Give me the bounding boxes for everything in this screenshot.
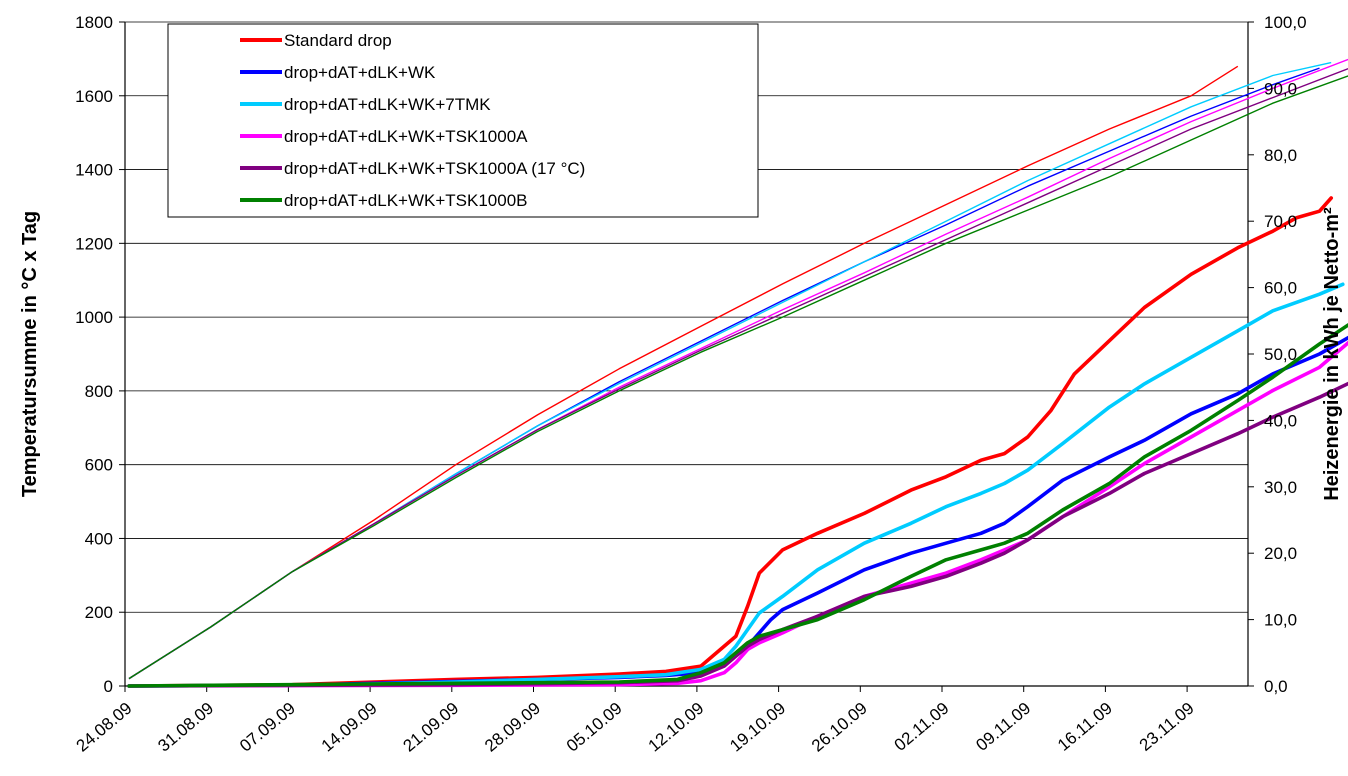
legend-label: drop+dAT+dLK+WK+TSK1000A bbox=[284, 127, 528, 146]
axes bbox=[119, 21, 1254, 692]
heating-energy-line bbox=[127, 381, 1348, 688]
y-axis-right-title: Heizenergie in kWh je Netto-m² bbox=[1321, 207, 1343, 501]
temperature-sum-line bbox=[128, 65, 1239, 680]
y-right-tick-label: 30,0 bbox=[1264, 478, 1297, 497]
series-lines bbox=[127, 58, 1348, 688]
y-axis-left-title: Temperatursumme in °C x Tag bbox=[19, 211, 41, 497]
y-right-tick-label: 100,0 bbox=[1264, 13, 1307, 32]
legend-label: drop+dAT+dLK+WK bbox=[284, 63, 436, 82]
temperature-sum-line bbox=[128, 68, 1348, 680]
legend-label: drop+dAT+dLK+WK+TSK1000A (17 °C) bbox=[284, 159, 585, 178]
legend: Standard drop drop+dAT+dLK+WK drop+dAT+dLK… bbox=[167, 23, 759, 218]
y-right-tick-label: 0,0 bbox=[1264, 677, 1288, 696]
temperature-sum-line bbox=[128, 75, 1348, 680]
y-left-tick-label: 1000 bbox=[75, 308, 113, 327]
legend-label: drop+dAT+dLK+WK+7TMK bbox=[284, 95, 491, 114]
y-right-tick-label: 80,0 bbox=[1264, 146, 1297, 165]
legend-box bbox=[167, 23, 759, 218]
heating-energy-line bbox=[127, 196, 1333, 688]
heating-energy-line bbox=[127, 282, 1345, 688]
y-right-tick-label: 50,0 bbox=[1264, 345, 1297, 364]
y-left-tick-label: 1600 bbox=[75, 87, 113, 106]
legend-label: drop+dAT+dLK+WK+TSK1000B bbox=[284, 191, 528, 210]
y-left-tick-label: 600 bbox=[85, 456, 113, 475]
heating-energy-line bbox=[127, 340, 1348, 688]
y-right-tick-label: 20,0 bbox=[1264, 544, 1297, 563]
legend-label: Standard drop bbox=[284, 31, 392, 50]
y-left-tick-label: 1800 bbox=[75, 13, 113, 32]
y-left-tick-label: 200 bbox=[85, 603, 113, 622]
y-right-tick-label: 70,0 bbox=[1264, 212, 1297, 231]
y-left-tick-label: 0 bbox=[104, 677, 113, 696]
y-right-tick-label: 40,0 bbox=[1264, 411, 1297, 430]
heating-energy-line bbox=[127, 322, 1348, 688]
y-right-tick-label: 60,0 bbox=[1264, 279, 1297, 298]
y-right-tick-label: 90,0 bbox=[1264, 79, 1297, 98]
y-left-tick-label: 1400 bbox=[75, 161, 113, 180]
y-left-tick-label: 1200 bbox=[75, 234, 113, 253]
y-left-tick-label: 400 bbox=[85, 529, 113, 548]
y-left-tick-label: 800 bbox=[85, 382, 113, 401]
y-right-tick-label: 10,0 bbox=[1264, 611, 1297, 630]
